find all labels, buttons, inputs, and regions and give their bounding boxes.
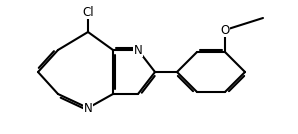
Text: Cl: Cl: [82, 5, 94, 18]
Text: O: O: [221, 23, 230, 36]
Text: N: N: [84, 101, 92, 114]
Text: N: N: [134, 44, 142, 57]
